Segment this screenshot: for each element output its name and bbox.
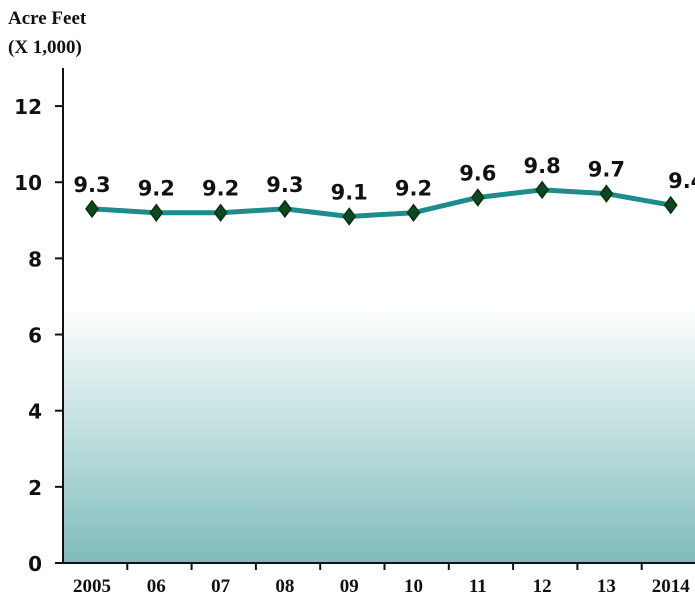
y-tick-label: 6 <box>28 324 42 348</box>
y-tick-label: 4 <box>28 400 42 424</box>
data-point-marker <box>342 207 357 226</box>
y-axis-label-line1: Acre Feet <box>8 8 87 29</box>
x-tick-label: 08 <box>275 576 294 597</box>
x-tick-label: 10 <box>404 576 423 597</box>
x-tick-label: 07 <box>211 576 231 597</box>
x-tick-label: 06 <box>147 576 166 597</box>
data-point-marker <box>149 203 164 222</box>
data-label: 9.3 <box>73 173 110 197</box>
data-label: 9.3 <box>266 173 303 197</box>
data-point-marker <box>663 195 678 215</box>
x-tick-label: 2005 <box>73 576 111 597</box>
data-label: 9.2 <box>202 177 239 201</box>
x-tick-label: 12 <box>533 576 552 597</box>
plot-background-gradient <box>63 305 695 563</box>
y-tick-label: 0 <box>28 552 42 576</box>
data-point-marker <box>599 184 614 203</box>
y-tick-label: 2 <box>28 476 42 500</box>
y-tick-label: 8 <box>28 247 42 271</box>
y-tick-label: 12 <box>14 95 42 119</box>
data-label: 9.2 <box>138 177 175 201</box>
series-line <box>91 187 672 219</box>
data-label: 9.2 <box>395 177 432 201</box>
data-label: 9.6 <box>459 161 496 185</box>
data-label: 9.7 <box>588 158 625 182</box>
data-label: 9.1 <box>331 181 368 205</box>
data-point-marker <box>85 199 99 219</box>
x-tick-label: 09 <box>340 576 359 597</box>
x-tick-label: 2014 <box>652 576 691 597</box>
x-tick-label: 11 <box>469 576 487 597</box>
data-point-marker <box>406 203 421 222</box>
y-axis-label-line2: (X 1,000) <box>8 37 82 58</box>
data-label: 9.8 <box>523 154 560 178</box>
data-point-marker <box>213 203 228 222</box>
x-tick-label: 13 <box>597 576 616 597</box>
data-label: 9.4 <box>668 169 695 193</box>
data-point-marker <box>470 188 485 207</box>
y-tick-label: 10 <box>14 171 42 195</box>
data-point-marker <box>277 199 292 219</box>
data-point-marker <box>535 180 550 200</box>
